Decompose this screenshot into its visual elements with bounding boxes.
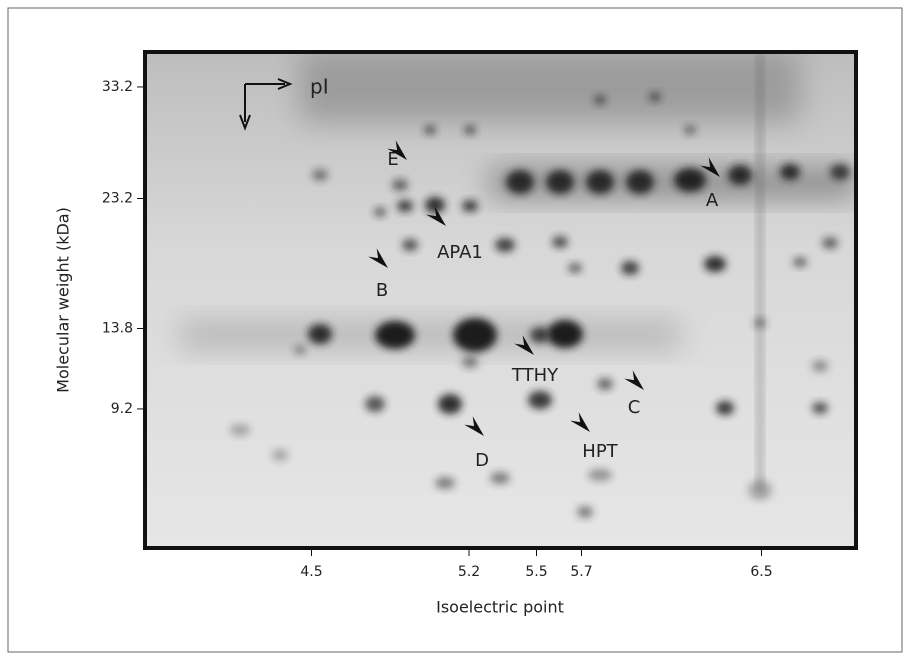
gel-spot [812,360,828,372]
gel-spot [308,324,332,344]
gel-spot [464,125,476,135]
gel-spot [830,164,850,180]
gel-spot [272,449,288,461]
gel-smear [180,320,680,350]
annotation-label: C [628,397,641,418]
pi-arrows [239,78,293,131]
x-tick-label: 5.7 [570,564,592,580]
gel-spot [597,378,613,390]
gel-spot [462,356,478,368]
gel-spot [822,237,838,249]
x-axis-label: Isoelectric point [436,598,564,617]
gel-spot [812,402,828,414]
gel-spot [230,424,250,436]
gel-smear [300,52,800,122]
gel-spot [594,95,606,105]
annotation-arrow [514,335,534,355]
annotation-label: B [376,280,388,301]
y-tick-label: 13.8 [102,321,133,337]
gel-streak [757,52,763,492]
frame [7,7,903,653]
gel-smear [490,168,856,198]
gel-spot [462,200,478,212]
gel-spot [374,207,386,217]
gel-background [145,52,856,548]
gel-spot [425,197,445,213]
gel-spot [684,125,696,135]
annotation-label: D [475,450,489,471]
gel-spot [649,92,661,102]
gel-spot [424,125,436,135]
gel-spot [626,170,654,194]
gel-spot [780,164,800,180]
plot-border [143,50,858,550]
y-tick-label: 23.2 [102,190,133,206]
gel-spot [365,396,385,412]
annotation-label: E [387,149,398,170]
gel-spot [528,391,552,409]
annotation-arrow [700,157,720,177]
gel-spot [438,394,462,414]
gel-spot [294,345,306,355]
gel-spot [716,401,734,415]
gel-spot [495,238,515,252]
annotation-label: APA1 [437,242,483,263]
y-tick-label: 9.2 [111,401,133,417]
gel-spot [530,327,550,343]
annotation-arrow [570,412,590,432]
gel-spot [490,472,510,484]
gel-spot [435,477,455,489]
gel-spot [577,506,593,518]
gel-spot [402,239,418,251]
x-tick-label: 5.5 [525,564,547,580]
gel-image [145,52,856,548]
gel-spot [392,179,408,191]
gel-spot [588,469,612,481]
pi-label: pI [310,75,329,99]
gel-spot [568,263,582,273]
gel-spot [704,256,726,272]
gel-spot [547,320,583,348]
gel-spot [453,318,497,352]
x-tick-label: 5.2 [458,564,480,580]
annotation-label: HPT [582,441,618,462]
y-tick-label: 33.2 [102,79,133,95]
gel-spot [728,165,752,185]
gel-spot [586,170,614,194]
annotation-arrow [387,140,407,160]
gel-spot [397,200,413,212]
gel-spot [312,169,328,181]
annotation-arrow [624,370,644,390]
y-axis-label: Molecular weight (kDa) [54,207,73,393]
x-tick-label: 4.5 [300,564,322,580]
annotation-label: A [706,190,719,211]
x-tick-label: 6.5 [750,564,772,580]
gel-spot [546,170,574,194]
gel-spot [506,170,534,194]
gel-spot [375,321,415,349]
gel-spot [552,236,568,248]
gel-spot [621,261,639,275]
gel-spot [793,257,807,267]
annotation-label: TTHY [511,365,559,386]
annotation-arrow [426,206,446,226]
gel-spot [674,168,706,192]
